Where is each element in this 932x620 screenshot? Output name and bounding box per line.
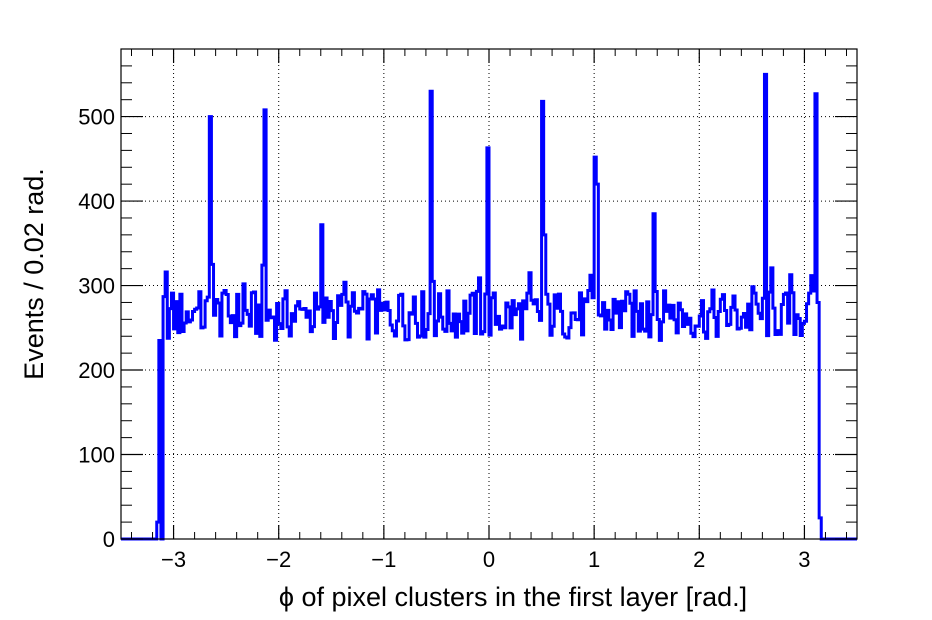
y-tick-label: 300: [78, 274, 115, 299]
x-tick-label: 1: [588, 547, 600, 572]
histogram-line: [121, 72, 857, 541]
x-tick-label: 0: [483, 547, 495, 572]
x-tick-label: −1: [371, 547, 396, 572]
x-tick-label: 3: [798, 547, 810, 572]
x-tick-label: −3: [161, 547, 186, 572]
axis-ticks: [121, 49, 857, 540]
tick-labels: −3 −2 −1 0 1 2 3 0 100 200 300 400 500: [78, 105, 810, 572]
y-tick-label: 200: [78, 358, 115, 383]
y-tick-label: 0: [103, 527, 115, 552]
y-tick-label: 100: [78, 443, 115, 468]
y-tick-label: 400: [78, 189, 115, 214]
x-tick-label: −2: [266, 547, 291, 572]
x-axis-title: ϕ of pixel clusters in the first layer […: [279, 582, 747, 612]
data-layer: [121, 72, 857, 541]
y-axis-title: Events / 0.02 rad.: [19, 168, 49, 380]
y-tick-label: 500: [78, 105, 115, 130]
x-tick-label: 2: [693, 547, 705, 572]
